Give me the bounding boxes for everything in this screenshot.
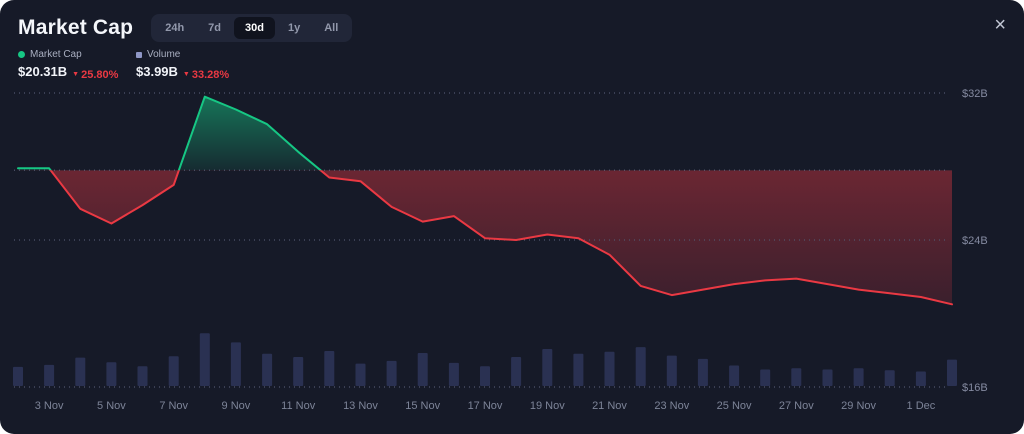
tab-7d[interactable]: 7d: [197, 17, 232, 39]
x-axis-label: 9 Nov: [222, 400, 251, 412]
market-cap-area-down: [18, 169, 952, 304]
volume-bar[interactable]: [729, 365, 740, 386]
time-range-tabs: 24h 7d 30d 1y All: [151, 14, 353, 42]
volume-value: $3.99B: [136, 64, 178, 79]
volume-bar[interactable]: [573, 353, 584, 386]
market-cap-area-up: [18, 96, 321, 170]
volume-bar[interactable]: [262, 353, 273, 386]
volume-bar[interactable]: [915, 371, 926, 386]
volume-change: ▼ 33.28%: [183, 69, 229, 81]
volume-stat: $3.99B ▼ 33.28%: [136, 64, 254, 81]
x-axis-label: 3 Nov: [35, 400, 64, 412]
market-cap-dot-icon: [18, 51, 25, 58]
volume-bar[interactable]: [324, 350, 335, 386]
volume-bar[interactable]: [448, 362, 459, 386]
legend-market-cap-label: Market Cap: [30, 49, 82, 60]
volume-bar[interactable]: [386, 360, 397, 386]
x-axis-label: 19 Nov: [530, 400, 565, 412]
y-axis-label: $32B: [962, 88, 988, 100]
x-axis-label: 25 Nov: [717, 400, 752, 412]
x-axis-label: 23 Nov: [654, 400, 689, 412]
header: Market Cap 24h 7d 30d 1y All ×: [0, 0, 1024, 42]
volume-bar[interactable]: [760, 369, 771, 386]
volume-bar[interactable]: [666, 355, 677, 386]
volume-bar[interactable]: [884, 369, 895, 386]
volume-bar[interactable]: [604, 351, 615, 386]
chart-svg[interactable]: $32B $24B $16B 3 Nov 5 Nov 7 Nov 9 Nov 11 Nov 13…: [0, 83, 1024, 423]
x-axis-label: 15 Nov: [405, 400, 440, 412]
x-axis-label: 21 Nov: [592, 400, 627, 412]
volume-bar[interactable]: [697, 358, 708, 386]
volume-bar[interactable]: [480, 365, 490, 386]
volume-square-icon: [136, 51, 142, 58]
volume-bar[interactable]: [293, 356, 304, 386]
volume-bar[interactable]: [137, 365, 148, 386]
volume-bar[interactable]: [822, 369, 833, 386]
volume-bar[interactable]: [75, 357, 86, 386]
close-button[interactable]: ×: [994, 14, 1006, 36]
volume-bar[interactable]: [947, 359, 957, 386]
volume-bar[interactable]: [791, 367, 802, 386]
market-cap-change-pct: 25.80%: [81, 68, 119, 81]
volume-bar[interactable]: [199, 332, 210, 386]
x-axis-label: 13 Nov: [343, 400, 378, 412]
market-cap-value: $20.31B: [18, 64, 68, 79]
y-axis-label: $24B: [962, 235, 988, 247]
tab-all[interactable]: All: [313, 17, 349, 39]
x-axis-label: 5 Nov: [97, 400, 126, 412]
volume-bar[interactable]: [106, 361, 117, 386]
x-axis-label: 29 Nov: [841, 400, 876, 412]
x-axis-label: 11 Nov: [281, 400, 316, 412]
down-arrow-icon: ▼: [182, 71, 190, 78]
legend-volume-label: Volume: [147, 49, 181, 60]
market-cap-change: ▼ 25.80%: [72, 69, 118, 81]
tab-24h[interactable]: 24h: [154, 17, 195, 39]
volume-bar[interactable]: [355, 363, 366, 386]
market-cap-stat: $20.31B ▼ 25.80%: [18, 64, 136, 81]
y-axis-label: $16B: [962, 382, 988, 394]
volume-bar[interactable]: [542, 348, 553, 386]
volume-bar[interactable]: [417, 352, 428, 386]
volume-bar[interactable]: [168, 355, 179, 386]
volume-info: Volume $3.99B ▼ 33.28%: [136, 49, 254, 81]
x-axis-label: 27 Nov: [779, 400, 814, 412]
tab-30d[interactable]: 30d: [234, 17, 275, 39]
legend-market-cap[interactable]: Market Cap: [18, 49, 136, 60]
page-title: Market Cap: [18, 16, 134, 39]
volume-bar[interactable]: [853, 367, 864, 386]
volume-change-pct: 33.28%: [191, 68, 230, 81]
info-row: Market Cap $20.31B ▼ 25.80% Volume $3.99…: [0, 42, 1024, 81]
market-cap-chart[interactable]: $32B $24B $16B 3 Nov 5 Nov 7 Nov 9 Nov 11 Nov 13…: [0, 83, 1024, 423]
market-cap-info: Market Cap $20.31B ▼ 25.80%: [18, 49, 136, 81]
volume-bar[interactable]: [44, 364, 55, 386]
volume-bar[interactable]: [511, 356, 522, 386]
x-axis-label: 17 Nov: [468, 400, 503, 412]
market-cap-line-down: [49, 169, 953, 305]
legend-volume[interactable]: Volume: [136, 49, 254, 60]
volume-bar[interactable]: [230, 341, 241, 386]
volume-bar[interactable]: [13, 366, 23, 386]
down-arrow-icon: ▼: [72, 71, 80, 78]
x-axis-label: 7 Nov: [159, 400, 188, 412]
x-axis-label: 1 Dec: [907, 400, 936, 412]
volume-bar[interactable]: [635, 346, 646, 386]
tab-1y[interactable]: 1y: [277, 17, 311, 39]
